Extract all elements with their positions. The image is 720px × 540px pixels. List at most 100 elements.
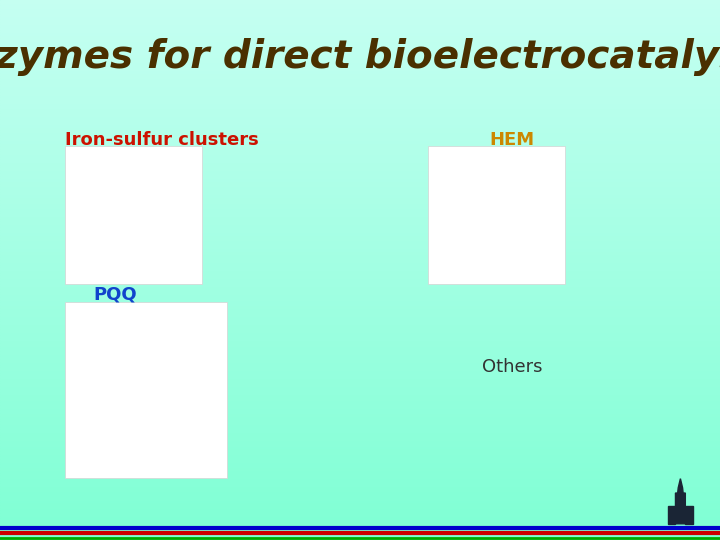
Bar (0, 100, 720, 103)
Bar (0, 313, 720, 316)
Bar (0, 89, 720, 92)
Bar (0, 224, 720, 227)
Bar (0, 381, 720, 383)
Bar (0, 62, 720, 65)
Bar (0, 5, 720, 8)
Bar (0, 184, 720, 186)
Bar (0, 310, 720, 313)
Bar (0, 510, 720, 513)
Bar (0, 400, 720, 402)
Bar (0, 111, 720, 113)
Bar (0, 119, 720, 122)
Bar (0, 49, 720, 51)
Bar (0, 308, 720, 310)
Bar (0, 389, 720, 392)
Bar (0, 494, 720, 497)
Polygon shape (685, 507, 693, 524)
Bar (0, 57, 720, 59)
Bar (0, 300, 720, 302)
Bar (0, 81, 720, 84)
Bar (0, 286, 720, 289)
Bar (0, 537, 720, 540)
FancyBboxPatch shape (65, 302, 227, 478)
Bar (0, 105, 720, 108)
Text: HEM: HEM (490, 131, 535, 150)
Bar (0, 367, 720, 370)
Bar (0, 529, 720, 532)
Bar (0, 491, 720, 494)
Bar (0, 256, 720, 259)
Bar (0, 432, 720, 435)
Bar (0, 273, 720, 275)
Bar (0, 213, 720, 216)
Bar (0, 281, 720, 284)
Bar (0, 122, 720, 124)
Bar (0, 340, 720, 343)
Bar (0, 497, 720, 500)
Bar (0, 472, 720, 475)
Bar (0, 176, 720, 178)
Bar (0, 354, 720, 356)
Bar (0, 478, 720, 481)
Text: PQQ: PQQ (94, 285, 138, 303)
Bar (0, 267, 720, 270)
Text: Others: Others (482, 358, 543, 376)
Bar (0, 475, 720, 478)
Bar (0, 394, 720, 397)
Bar (0, 521, 720, 524)
Bar (0, 232, 720, 235)
Bar (0, 186, 720, 189)
Bar (0, 148, 720, 151)
Bar (0, 524, 720, 526)
Bar (0, 483, 720, 486)
Bar (0, 127, 720, 130)
Bar (0, 216, 720, 219)
Bar (0, 265, 720, 267)
Bar (0, 270, 720, 273)
Bar (0, 157, 720, 159)
Bar (0, 408, 720, 410)
Bar (0, 151, 720, 154)
Bar (0, 159, 720, 162)
Bar (0, 413, 720, 416)
Bar (0, 135, 720, 138)
Bar (0, 235, 720, 238)
Bar (0, 140, 720, 143)
Bar (0, 30, 720, 32)
Bar (0, 383, 720, 386)
Bar (0, 526, 720, 529)
Bar (0, 162, 720, 165)
Bar (0, 116, 720, 119)
Bar (0, 27, 720, 30)
Bar (0, 108, 720, 111)
Bar (0, 440, 720, 443)
Bar (0, 154, 720, 157)
Bar (0, 332, 720, 335)
Bar (0, 240, 720, 243)
Bar (0, 335, 720, 338)
Bar (0, 451, 720, 454)
Bar (0, 97, 720, 100)
Bar (0, 302, 720, 305)
Bar (0, 211, 720, 213)
Bar (0, 32, 720, 35)
Bar (0, 189, 720, 192)
Bar (0, 132, 720, 135)
Bar (0, 130, 720, 132)
Bar (0, 205, 720, 208)
Bar (0, 238, 720, 240)
Bar (0, 275, 720, 278)
Bar (0, 324, 720, 327)
Bar (0, 219, 720, 221)
Bar (0, 348, 720, 351)
Bar (0, 65, 720, 68)
Bar (0, 167, 720, 170)
Bar (0, 443, 720, 445)
Bar (0, 284, 720, 286)
Bar (0, 429, 720, 432)
Bar (0, 173, 720, 176)
Bar (0, 297, 720, 300)
Bar (0, 364, 720, 367)
Bar (0, 246, 720, 248)
Bar (0, 532, 720, 535)
